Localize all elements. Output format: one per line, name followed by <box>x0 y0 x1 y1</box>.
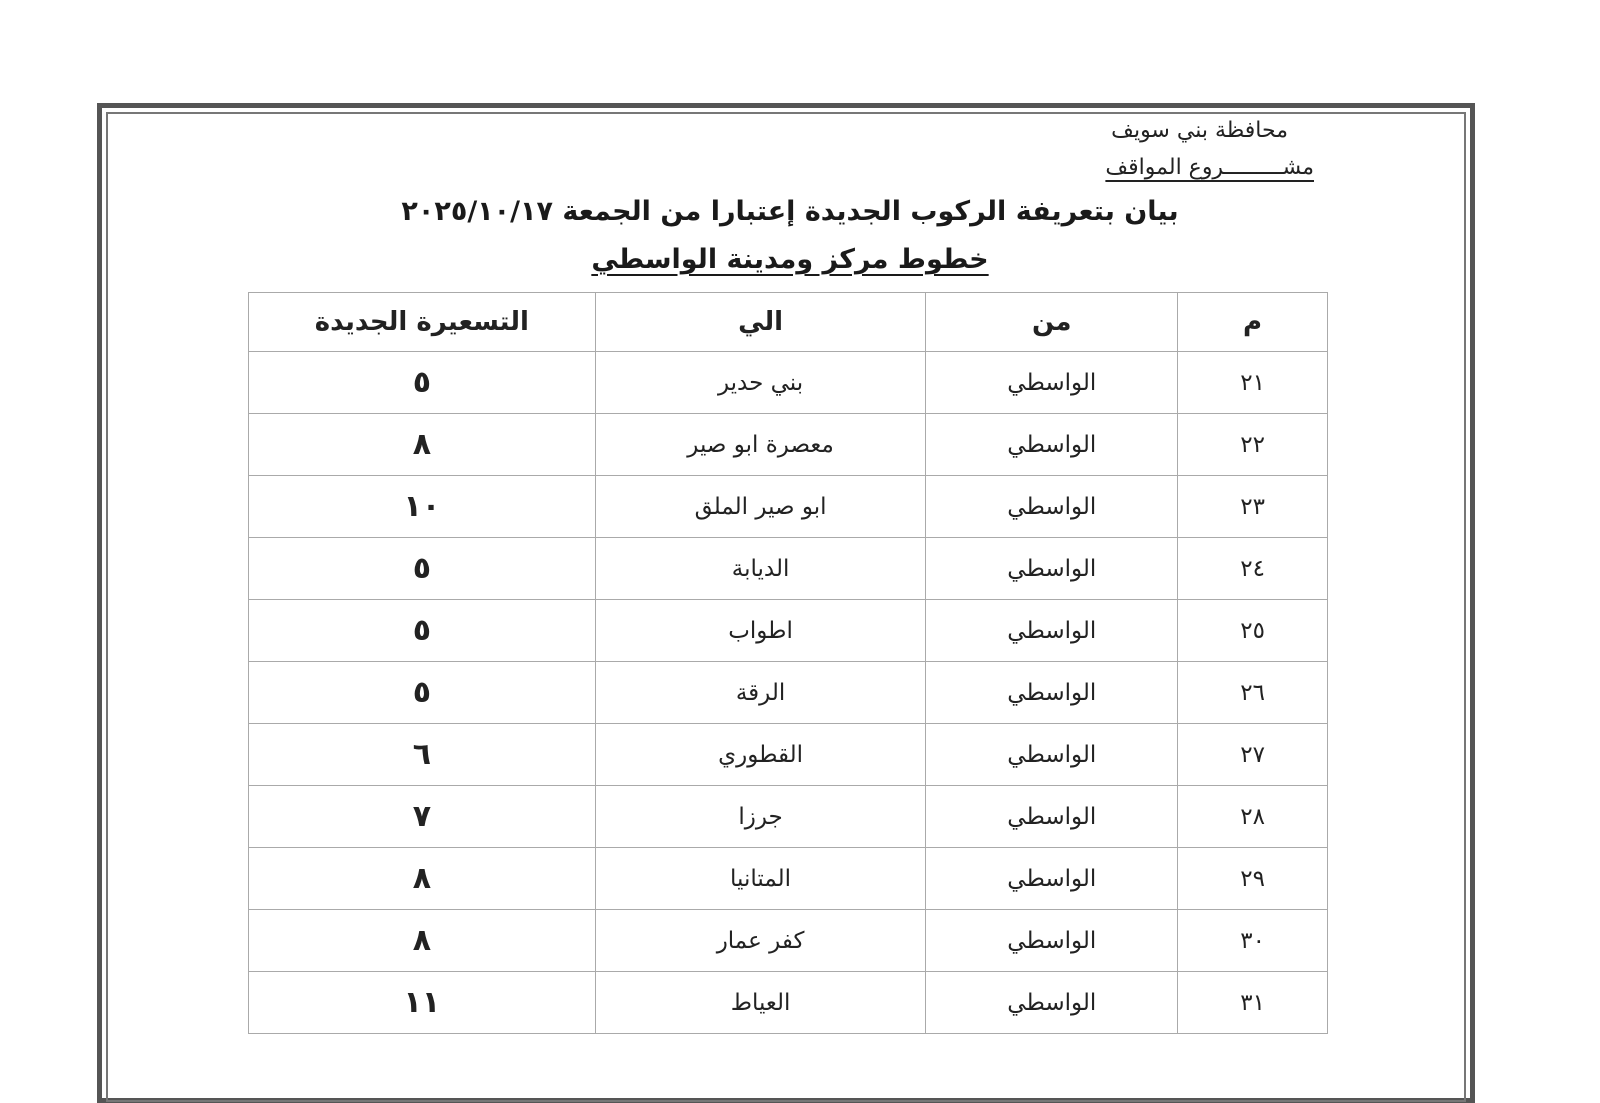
table-row: ٢٣ الواسطي ابو صير الملق ١٠ <box>248 475 1328 538</box>
row-fare: ٥ <box>248 351 596 414</box>
row-to: المتانيا <box>594 847 927 910</box>
row-from: الواسطي <box>925 475 1179 538</box>
row-from: الواسطي <box>925 723 1179 786</box>
row-from: الواسطي <box>925 785 1179 848</box>
governorate-label: محافظة بني سويف <box>1111 118 1288 143</box>
row-fare: ٥ <box>248 599 596 662</box>
row-fare: ٧ <box>248 785 596 848</box>
table-row: ٣١ الواسطي العياط ١١ <box>248 971 1328 1034</box>
document-subtitle: خطوط مركز ومدينة الواسطي <box>300 244 1280 275</box>
row-from: الواسطي <box>925 661 1179 724</box>
row-from: الواسطي <box>925 971 1179 1034</box>
row-number: ٢١ <box>1177 351 1328 414</box>
row-number: ٢٧ <box>1177 723 1328 786</box>
row-number: ٢٥ <box>1177 599 1328 662</box>
row-from: الواسطي <box>925 537 1179 600</box>
row-to: الرقة <box>594 661 927 724</box>
table-row: ٣٠ الواسطي كفر عمار ٨ <box>248 909 1328 972</box>
row-fare: ٥ <box>248 661 596 724</box>
row-from: الواسطي <box>925 909 1179 972</box>
row-fare: ١١ <box>248 971 596 1034</box>
table-header-row: م من الي التسعيرة الجديدة <box>248 292 1328 352</box>
row-fare: ١٠ <box>248 475 596 538</box>
table-row: ٢٢ الواسطي معصرة ابو صير ٨ <box>248 413 1328 476</box>
row-number: ٣١ <box>1177 971 1328 1034</box>
row-to: كفر عمار <box>594 909 927 972</box>
row-to: الديابة <box>594 537 927 600</box>
row-number: ٢٦ <box>1177 661 1328 724</box>
row-number: ٢٣ <box>1177 475 1328 538</box>
table-row: ٢١ الواسطي بني حدير ٥ <box>248 351 1328 414</box>
row-fare: ٨ <box>248 909 596 972</box>
table-row: ٢٩ الواسطي المتانيا ٨ <box>248 847 1328 910</box>
document-title: بيان بتعريفة الركوب الجديدة إعتبارا من ا… <box>401 196 1179 227</box>
row-number: ٢٩ <box>1177 847 1328 910</box>
row-fare: ٥ <box>248 537 596 600</box>
row-from: الواسطي <box>925 351 1179 414</box>
row-number: ٢٢ <box>1177 413 1328 476</box>
subtitle-text: خطوط مركز ومدينة الواسطي <box>591 244 989 275</box>
row-to: معصرة ابو صير <box>594 413 927 476</box>
row-fare: ٦ <box>248 723 596 786</box>
table-row: ٢٧ الواسطي القطوري ٦ <box>248 723 1328 786</box>
row-number: ٣٠ <box>1177 909 1328 972</box>
table-row: ٢٥ الواسطي اطواب ٥ <box>248 599 1328 662</box>
row-number: ٢٤ <box>1177 537 1328 600</box>
row-to: جرزا <box>594 785 927 848</box>
table-row: ٢٦ الواسطي الرقة ٥ <box>248 661 1328 724</box>
row-from: الواسطي <box>925 413 1179 476</box>
row-fare: ٨ <box>248 847 596 910</box>
row-number: ٢٨ <box>1177 785 1328 848</box>
row-to: اطواب <box>594 599 927 662</box>
header-number: م <box>1177 292 1328 352</box>
header-from: من <box>925 292 1179 352</box>
row-from: الواسطي <box>925 847 1179 910</box>
row-to: ابو صير الملق <box>594 475 927 538</box>
table-row: ٢٤ الواسطي الديابة ٥ <box>248 537 1328 600</box>
row-to: العياط <box>594 971 927 1034</box>
row-from: الواسطي <box>925 599 1179 662</box>
row-to: بني حدير <box>594 351 927 414</box>
row-fare: ٨ <box>248 413 596 476</box>
project-label: مشـــــــــروع المواقف <box>1105 155 1314 180</box>
fare-table: م من الي التسعيرة الجديدة ٢١ الواسطي بني ح… <box>248 292 1328 1034</box>
row-to: القطوري <box>594 723 927 786</box>
header-new-fare: التسعيرة الجديدة <box>248 292 596 352</box>
header-to: الي <box>594 292 927 352</box>
table-row: ٢٨ الواسطي جرزا ٧ <box>248 785 1328 848</box>
